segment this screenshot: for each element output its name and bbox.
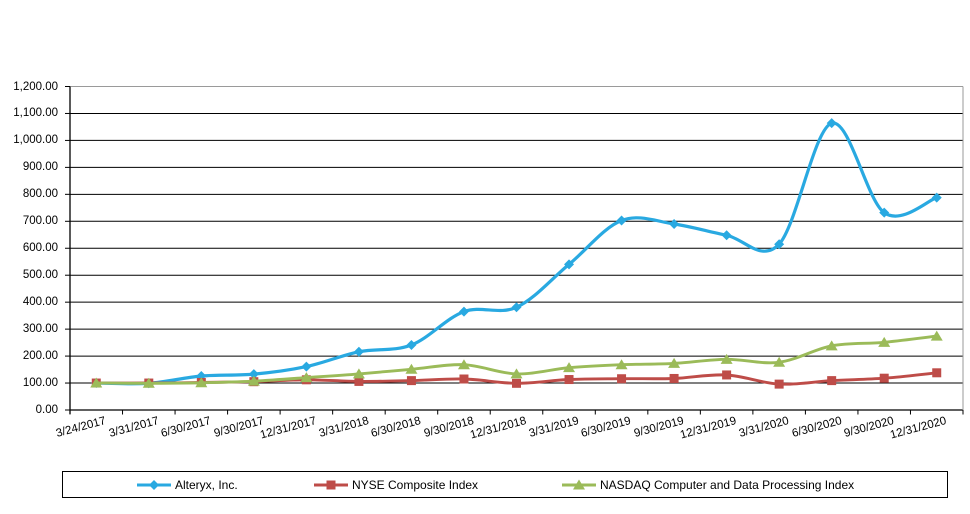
triangle-marker-icon xyxy=(773,356,786,367)
y-tick-label: 0.00 xyxy=(35,404,58,416)
triangle-marker-icon xyxy=(510,368,523,379)
diamond-marker-icon xyxy=(511,302,522,313)
diamond-marker-icon xyxy=(669,218,680,229)
triangle-marker-icon xyxy=(352,368,365,379)
chart-plot-area xyxy=(65,86,964,415)
y-tick-label: 300.00 xyxy=(22,323,58,336)
triangle-marker-icon xyxy=(563,362,576,373)
series-markers-alteryx-inc xyxy=(91,118,942,389)
series-line-alteryx-inc xyxy=(94,121,939,386)
legend-label-alteryx: Alteryx, Inc. xyxy=(175,477,238,492)
diamond-marker-icon xyxy=(458,306,469,317)
diamond-marker-icon xyxy=(931,192,942,203)
diamond-marker-icon xyxy=(616,215,627,226)
diamond-marker-icon xyxy=(721,230,732,241)
square-marker-icon xyxy=(879,373,889,383)
square-marker-icon xyxy=(774,379,784,389)
triangle-marker-icon xyxy=(878,336,891,347)
diamond-marker-icon xyxy=(248,369,259,380)
series-markers-nasdaq-computer-and-data-processing-index xyxy=(90,330,943,388)
y-tick-label: 700.00 xyxy=(22,215,58,228)
square-marker-icon xyxy=(459,374,469,384)
diamond-marker-icon xyxy=(564,259,575,270)
y-tick-label: 400.00 xyxy=(22,296,58,309)
triangle-marker-icon xyxy=(825,340,838,351)
chart-legend: Alteryx, Inc. NYSE Composite Index NASDA… xyxy=(62,471,948,498)
y-tick-label: 1,000.00 xyxy=(13,134,58,147)
diamond-marker-icon xyxy=(301,361,312,372)
triangle-marker-icon xyxy=(90,377,103,388)
square-marker-icon xyxy=(722,370,732,380)
legend-square-icon xyxy=(314,480,348,489)
diamond-marker-icon xyxy=(879,207,890,218)
diamond-marker-icon xyxy=(774,239,785,250)
triangle-marker-icon xyxy=(930,330,943,341)
diamond-marker-icon xyxy=(353,346,364,357)
triangle-marker-icon xyxy=(142,377,155,388)
y-tick-label: 1,200.00 xyxy=(13,80,58,93)
square-marker-icon xyxy=(354,376,364,386)
square-marker-icon xyxy=(827,376,837,386)
square-marker-icon xyxy=(512,378,521,388)
triangle-marker-icon xyxy=(300,372,313,383)
diamond-marker-icon xyxy=(406,340,417,351)
y-tick-label: 900.00 xyxy=(22,161,58,174)
triangle-marker-icon xyxy=(405,363,418,374)
square-marker-icon xyxy=(406,376,416,386)
y-tick-label: 1,100.00 xyxy=(13,107,58,120)
legend-item-nasdaq: NASDAQ Computer and Data Processing Inde… xyxy=(562,472,854,497)
y-tick-label: 100.00 xyxy=(22,377,58,390)
triangle-marker-icon xyxy=(195,377,208,388)
legend-label-nasdaq: NASDAQ Computer and Data Processing Inde… xyxy=(600,477,855,492)
triangle-marker-icon xyxy=(720,353,733,364)
y-tick-label: 600.00 xyxy=(22,242,58,255)
diamond-marker-icon xyxy=(826,118,837,129)
legend-diamond-icon xyxy=(137,479,171,490)
legend-item-alteryx: Alteryx, Inc. xyxy=(137,472,238,497)
y-tick-label: 800.00 xyxy=(22,188,58,201)
legend-triangle-icon xyxy=(562,479,596,489)
square-marker-icon xyxy=(669,373,679,383)
square-marker-icon xyxy=(932,368,942,378)
legend-item-nyse: NYSE Composite Index xyxy=(314,472,478,497)
y-tick-label: 500.00 xyxy=(22,269,58,282)
y-tick-label: 200.00 xyxy=(22,350,58,363)
square-marker-icon xyxy=(564,375,574,385)
triangle-marker-icon xyxy=(668,357,681,368)
triangle-marker-icon xyxy=(457,359,470,370)
triangle-marker-icon xyxy=(247,375,260,386)
square-marker-icon xyxy=(617,374,627,384)
triangle-marker-icon xyxy=(615,359,628,370)
legend-label-nyse: NYSE Composite Index xyxy=(352,477,479,492)
